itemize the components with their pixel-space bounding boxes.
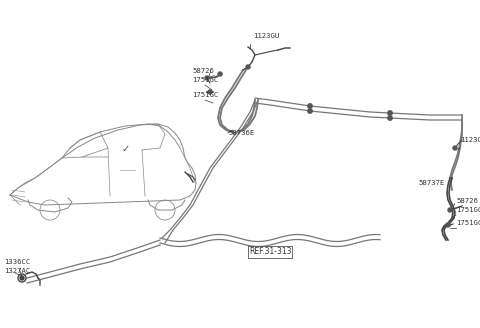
Text: 58737E: 58737E bbox=[418, 180, 444, 186]
Text: 1751GC: 1751GC bbox=[192, 77, 218, 83]
Circle shape bbox=[205, 76, 209, 80]
Circle shape bbox=[218, 72, 222, 76]
Text: 1751GC: 1751GC bbox=[192, 92, 218, 98]
Text: 1336CC: 1336CC bbox=[4, 259, 30, 265]
Text: 58726: 58726 bbox=[192, 68, 214, 74]
Circle shape bbox=[308, 109, 312, 113]
Circle shape bbox=[208, 90, 212, 94]
Circle shape bbox=[246, 65, 250, 69]
Text: 1123GU: 1123GU bbox=[253, 33, 279, 39]
Text: 1123GU: 1123GU bbox=[460, 137, 480, 143]
Text: REF.31-313: REF.31-313 bbox=[249, 248, 291, 256]
Circle shape bbox=[453, 146, 457, 150]
Text: $\checkmark$: $\checkmark$ bbox=[121, 143, 129, 153]
Circle shape bbox=[388, 111, 392, 115]
Text: 58726: 58726 bbox=[456, 198, 478, 204]
Circle shape bbox=[388, 116, 392, 120]
Text: 1327AC: 1327AC bbox=[4, 268, 30, 274]
Circle shape bbox=[448, 208, 452, 212]
Text: 58736E: 58736E bbox=[228, 130, 254, 136]
Circle shape bbox=[308, 104, 312, 108]
Text: 1751GC: 1751GC bbox=[456, 207, 480, 213]
Circle shape bbox=[446, 223, 450, 227]
Circle shape bbox=[20, 276, 24, 280]
Text: 1751GC: 1751GC bbox=[456, 220, 480, 226]
